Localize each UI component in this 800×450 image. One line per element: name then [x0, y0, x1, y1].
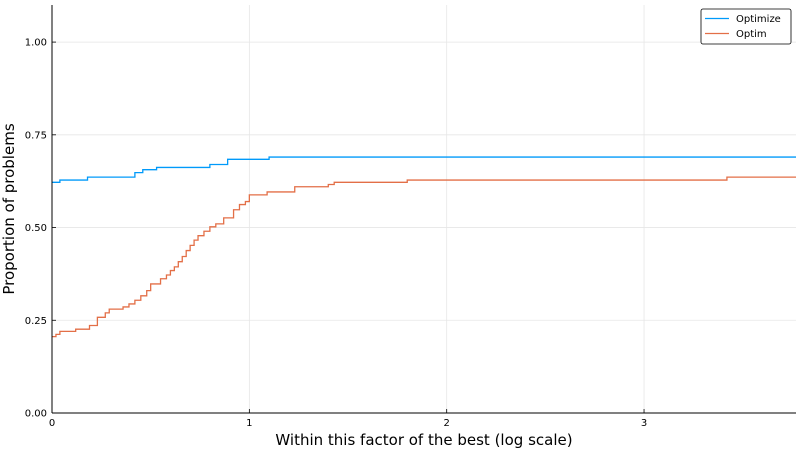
y-tick-label-0: 0.00: [25, 409, 47, 420]
legend: Optimize Optim: [700, 8, 792, 45]
grid: [51, 5, 796, 414]
tick-labels: 0 1 2 3 0.00 0.25 0.50 0.75 1.00: [25, 38, 647, 429]
y-axis-title: Proportion of problems: [0, 123, 18, 294]
y-tick-label-1: 0.25: [25, 316, 47, 327]
x-tick-label-2: 2: [444, 418, 450, 429]
x-tick-label-3: 3: [641, 418, 647, 429]
axes: [51, 5, 796, 414]
series-line-optim: [52, 176, 796, 338]
y-tick-label-4: 1.00: [25, 38, 47, 49]
legend-label-optim: Optim: [736, 29, 767, 40]
x-tick-label-0: 0: [49, 418, 55, 429]
y-tick-label-3: 0.75: [25, 130, 47, 141]
series-line-optimize: [52, 156, 796, 183]
legend-box: [700, 8, 792, 45]
y-tick-label-2: 0.50: [25, 223, 47, 234]
series-lines: [52, 156, 796, 338]
x-tick-label-1: 1: [246, 418, 252, 429]
legend-label-optimize: Optimize: [736, 14, 781, 25]
x-axis-title: Within this factor of the best (log scal…: [275, 431, 572, 449]
